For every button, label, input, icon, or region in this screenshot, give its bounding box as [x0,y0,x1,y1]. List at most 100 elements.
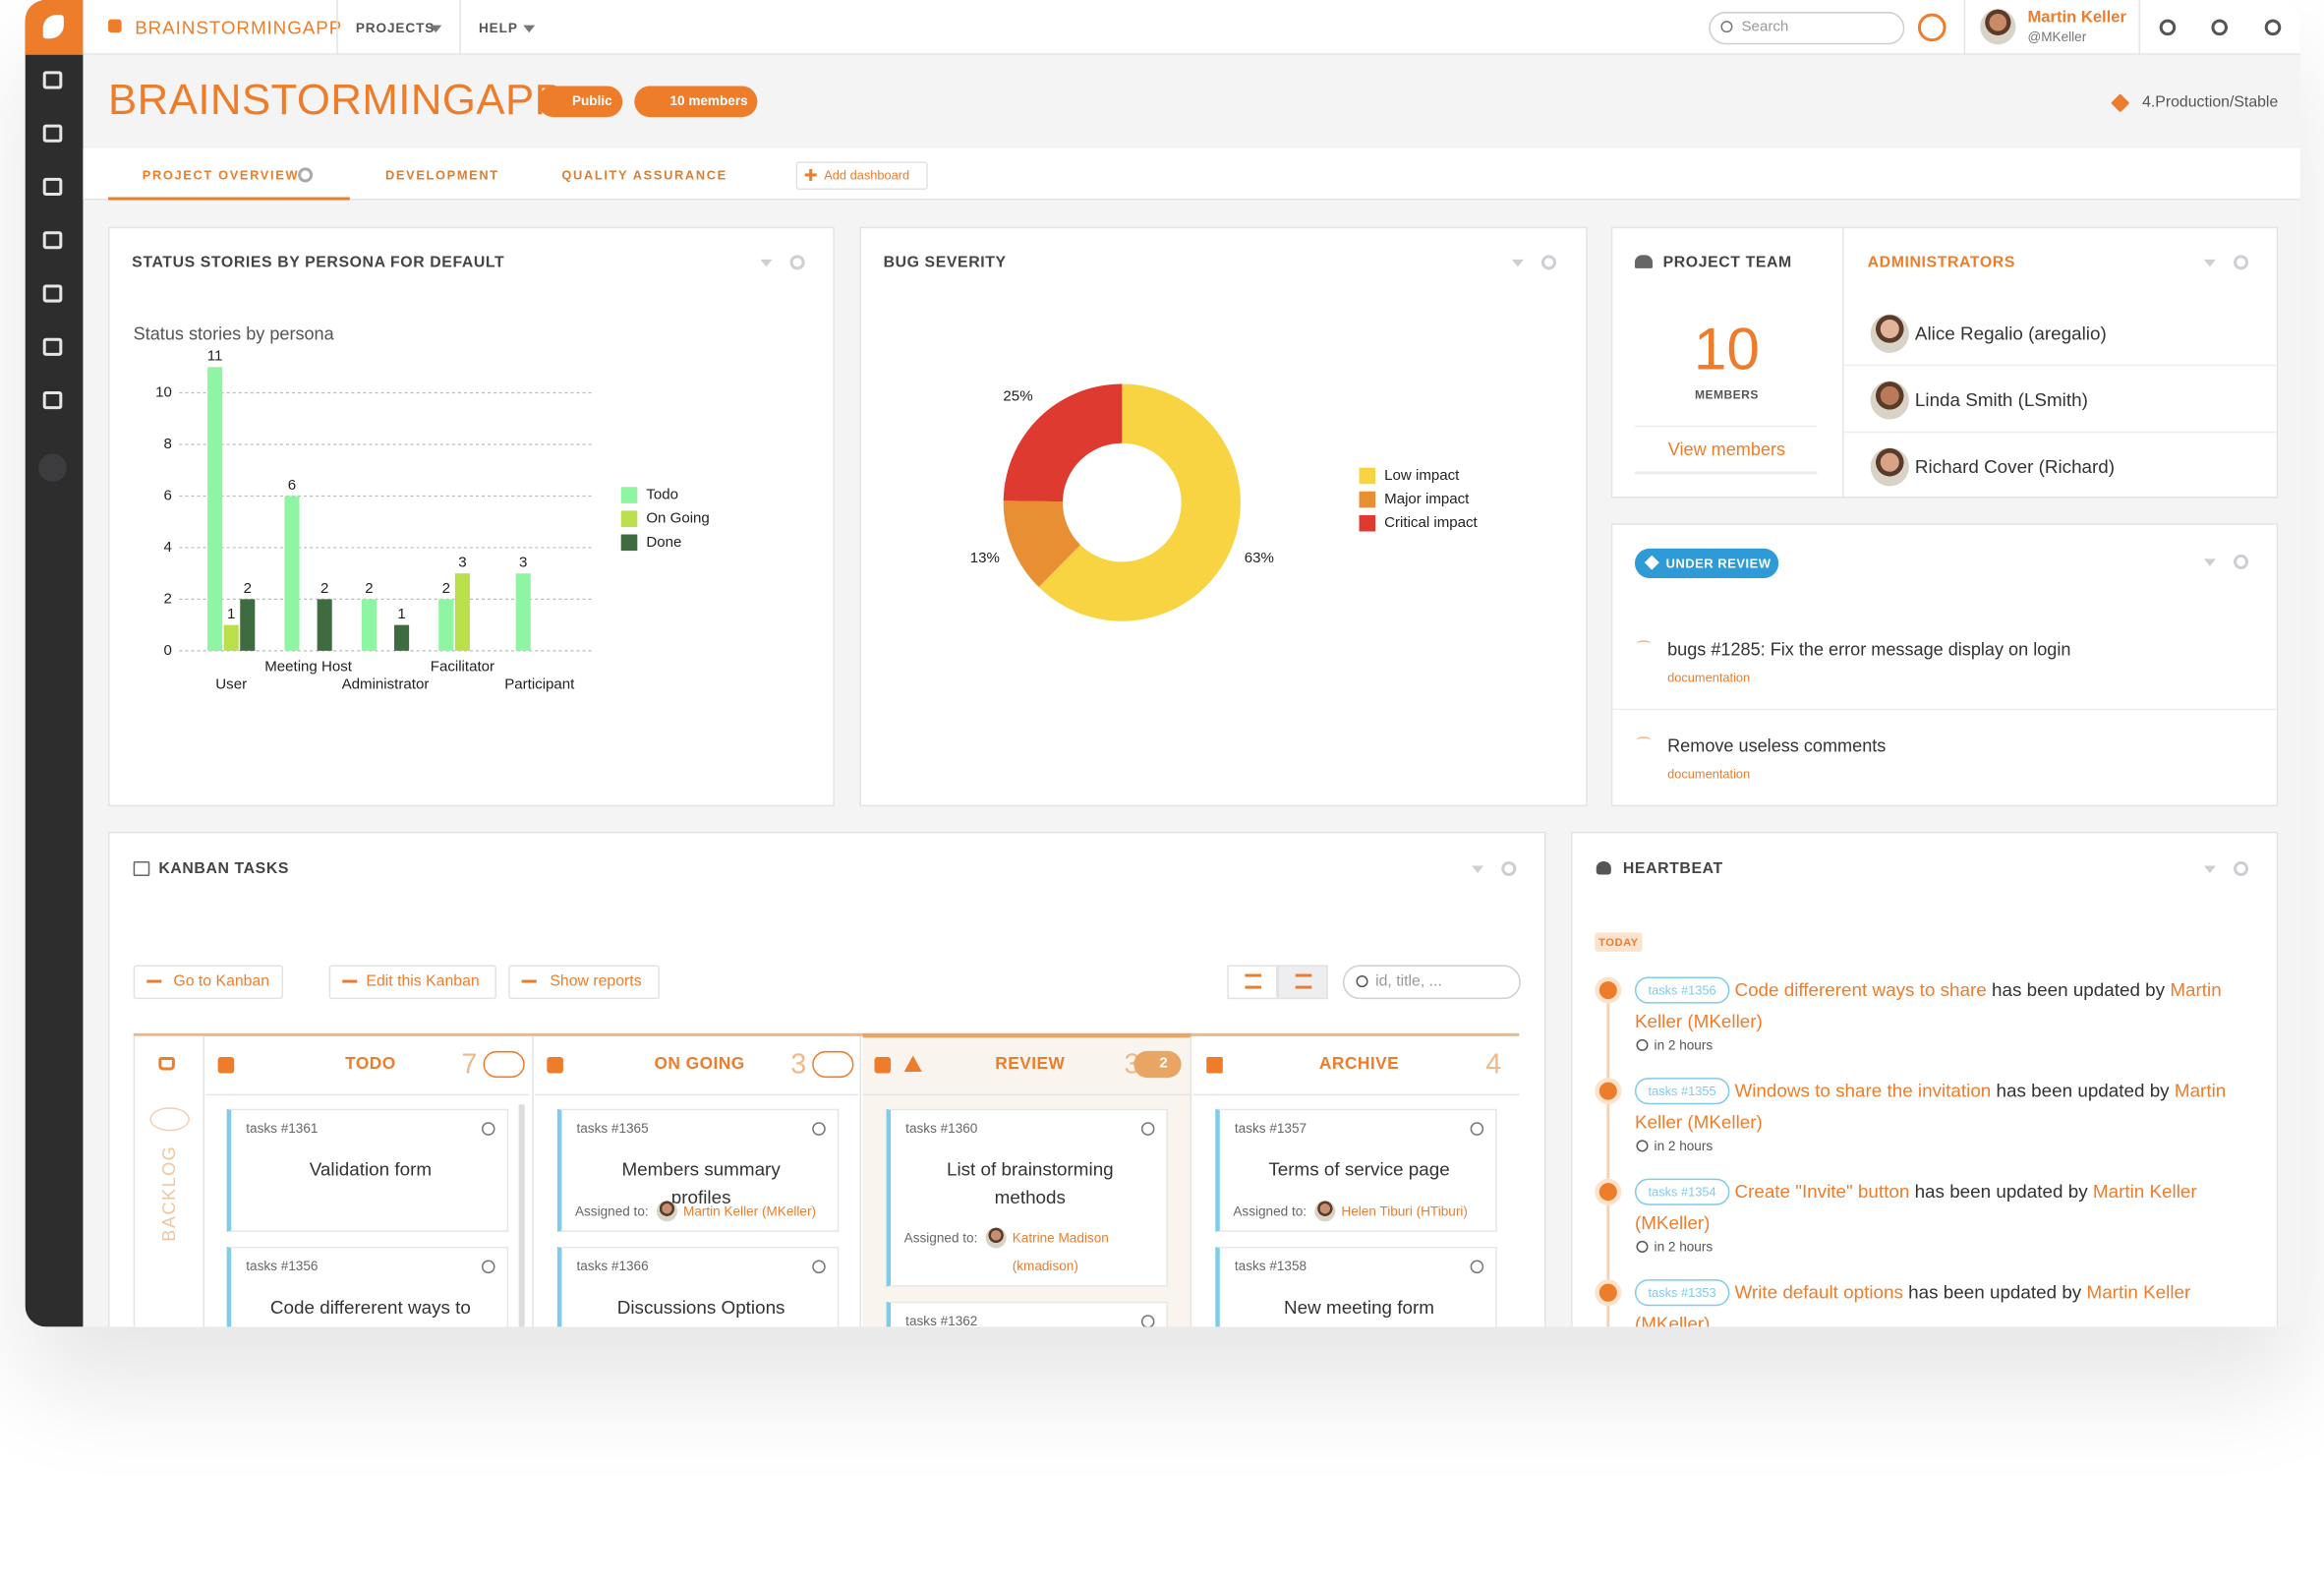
dropdown-caret[interactable] [523,25,536,33]
clock-icon [1636,1038,1649,1051]
search-icon [1356,975,1368,988]
menu-item[interactable]: PROJECTS [355,20,436,35]
y-tick-label: 0 [163,642,171,659]
member-count-label: MEMBERS [1695,388,1759,402]
add-dashboard-button[interactable] [795,161,928,190]
search-box[interactable] [1709,12,1905,45]
settings-icon[interactable] [2234,554,2249,569]
user-link[interactable]: Martin Keller (MKeller) [1634,1281,2191,1327]
legend-swatch [620,534,638,552]
collapse-button[interactable] [38,453,67,482]
donut-slice [1003,383,1123,502]
review-item-tag[interactable]: documentation [1667,766,1751,782]
settings-icon[interactable] [1540,255,1557,270]
assigned-label: Assigned to: [574,1203,649,1218]
task-card[interactable] [556,1246,840,1327]
members-badge[interactable] [634,86,758,118]
legend-label: Major impact [1384,491,1470,507]
admin-name[interactable]: Alice Regalio (aregalio) [1914,323,2107,344]
user-link[interactable]: Martin Keller (MKeller) [1634,1080,2227,1133]
task-card[interactable] [1215,1246,1497,1327]
task-id: tasks #1357 [1234,1120,1307,1136]
task-badge[interactable]: tasks #1356 [1634,975,1730,1003]
collapse-icon[interactable] [874,1056,892,1074]
tab[interactable]: QUALITY ASSURANCE [561,166,727,183]
review-item-title[interactable]: Remove useless comments [1667,734,1887,756]
assigned-label: Assigned to: [1233,1203,1307,1218]
settings-icon[interactable] [2234,255,2249,270]
notify-icon[interactable] [1917,13,1946,42]
column-count: 3 [790,1048,807,1081]
task-card[interactable] [556,1108,840,1232]
collapse-icon[interactable] [547,1056,563,1074]
toolbar-icon[interactable] [2264,19,2282,36]
view-toggle[interactable] [1227,965,1278,1000]
user-handle: @MKeller [2027,29,2087,44]
menu-item[interactable]: HELP [478,20,518,35]
nav-icon[interactable] [42,337,63,356]
user-link[interactable]: Martin Keller (MKeller) [1634,1180,2197,1233]
tab-bar [83,147,2300,201]
nav-icon[interactable] [42,71,63,89]
admin-name[interactable]: Richard Cover (Richard) [1914,455,2116,478]
admin-name[interactable]: Linda Smith (LSmith) [1914,389,2088,411]
task-link[interactable]: Write default options [1734,1281,1903,1303]
tab[interactable]: PROJECT OVERVIEW [142,166,300,183]
view-members-link[interactable]: View members [1667,439,1786,460]
nav-icon[interactable] [42,391,63,410]
review-item-tag[interactable]: documentation [1667,670,1751,685]
task-menu[interactable] [481,1260,495,1274]
nav-icon[interactable] [42,177,63,197]
settings-icon[interactable] [1501,860,1517,877]
toolbar-icon[interactable] [2211,19,2229,36]
task-menu[interactable] [481,1122,495,1136]
dropdown-caret[interactable] [760,259,773,267]
settings-icon[interactable] [2234,860,2249,877]
task-link[interactable]: Create "Invite" button [1734,1180,1910,1202]
collapse-icon[interactable] [217,1056,235,1074]
settings-icon[interactable] [789,255,805,270]
visibility-badge[interactable] [538,86,623,118]
task-card[interactable] [226,1108,509,1232]
dropdown-caret[interactable] [2203,865,2216,874]
task-card[interactable] [886,1108,1169,1287]
task-menu[interactable] [812,1260,826,1274]
task-menu[interactable] [1140,1122,1155,1136]
dropdown-caret[interactable] [2203,259,2216,267]
task-link[interactable]: Windows to share the invitation [1734,1080,1992,1101]
task-badge[interactable]: tasks #1353 [1634,1278,1730,1306]
view-toggle[interactable] [1277,965,1328,1000]
nav-icon[interactable] [42,284,63,303]
user-link[interactable]: Martin Keller (MKeller) [1634,978,2222,1031]
task-link[interactable]: Code differerent ways to share [1734,978,1987,1000]
task-menu[interactable] [812,1122,826,1136]
review-item-title[interactable]: bugs #1285: Fix the error message displa… [1667,638,2071,660]
dropdown-caret[interactable] [430,25,442,33]
settings-icon[interactable] [298,167,314,183]
divider [1612,708,2277,711]
task-card[interactable] [1215,1108,1497,1232]
heart-icon [1596,860,1611,875]
task-badge[interactable]: tasks #1355 [1634,1077,1730,1104]
kanban-button-text: Show reports [550,972,642,991]
dropdown-caret[interactable] [2203,558,2216,566]
dropdown-caret[interactable] [1511,259,1524,267]
task-badge[interactable]: tasks #1354 [1634,1177,1730,1204]
tab[interactable]: DEVELOPMENT [384,166,499,183]
task-menu[interactable] [1140,1315,1155,1327]
x-tick-label: Administrator [342,676,430,693]
nav-icon[interactable] [42,124,63,143]
toolbar-icon[interactable] [2159,19,2177,36]
bar-chart: Status stories by persona0246810User1112… [134,324,710,693]
app-name[interactable]: BRAINSTORMINGAPP [135,17,343,38]
legend-swatch [1359,467,1376,485]
task-menu[interactable] [1470,1122,1484,1136]
user-name[interactable]: Martin Keller [2027,8,2126,27]
task-card[interactable] [886,1301,1169,1327]
kanban-search[interactable] [1342,965,1521,1000]
bug-widget: 63% Low impact 13% Major impact 25% Critical … [859,226,1588,807]
task-card[interactable] [226,1246,509,1327]
nav-icon[interactable] [42,231,63,250]
dropdown-caret[interactable] [1472,865,1484,874]
task-menu[interactable] [1470,1260,1484,1274]
